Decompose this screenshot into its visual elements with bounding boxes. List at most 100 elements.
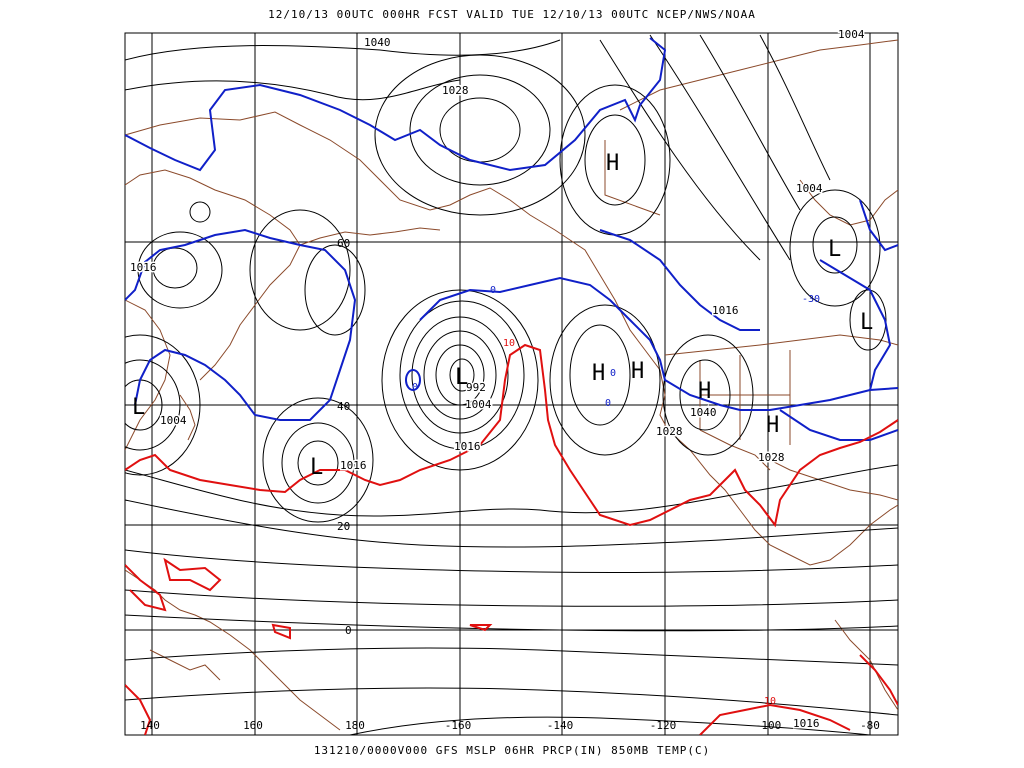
isobar-label: 1040 <box>364 36 391 49</box>
temp-contour-0 <box>405 369 421 391</box>
isobar-ring <box>189 201 211 223</box>
coastline-asia <box>125 299 171 451</box>
latitude-labels: 60 40 20 0 <box>337 237 352 637</box>
isobar-ring <box>399 300 525 450</box>
isobar-ring <box>549 304 661 456</box>
isobar-label: 1028 <box>656 425 683 438</box>
temp-contour-10 <box>125 343 898 528</box>
isobar-line <box>125 464 898 517</box>
high-pressure-center: H <box>766 413 779 438</box>
isobar-label: 1016 <box>340 459 367 472</box>
border-us-mexico <box>699 429 771 471</box>
temperature-ten-contour <box>125 343 898 735</box>
high-pressure-center: H <box>698 379 711 404</box>
high-pressure-center: H <box>606 151 619 176</box>
low-pressure-center: L <box>455 365 468 390</box>
isobar-line <box>125 499 898 548</box>
high-pressure-center: H <box>631 359 644 384</box>
temp-label-zero: 0 <box>490 285 496 296</box>
isobar-ring <box>304 244 366 336</box>
isobar-ring <box>812 216 858 274</box>
temp-contour-10 <box>125 684 152 735</box>
temp-contour-neg30 <box>859 199 898 252</box>
pressure-centers: L L L H H H H H L L <box>132 151 873 480</box>
isobar-label: 1004 <box>796 182 823 195</box>
border-alaska-canada <box>604 140 661 216</box>
coastline-japan <box>179 394 196 441</box>
isobar-ring <box>297 440 339 486</box>
isobar-labels: 1040 1028 1004 1016 1004 1016 1016 1004 … <box>129 27 867 732</box>
isobar-ring <box>125 334 201 476</box>
isobar-ring <box>249 209 351 331</box>
isobar-label: 1004 <box>160 414 187 427</box>
isobar-line <box>125 39 561 61</box>
temp-contour-0 <box>419 276 898 411</box>
temp-contour-0 <box>125 37 667 172</box>
isobar-ring <box>449 358 475 392</box>
temp-contour-10 <box>271 623 291 640</box>
temperature-zero-contour <box>125 37 898 441</box>
isobar-label: 1004 <box>465 398 492 411</box>
isobar-ring <box>152 247 198 289</box>
isobar-line <box>125 79 461 101</box>
isobar-label: 1016 <box>793 717 820 730</box>
lat-label-60: 60 <box>337 237 350 250</box>
isobar-ring <box>435 344 485 406</box>
isobar-ring <box>584 114 646 206</box>
coastlines <box>125 39 898 731</box>
isobar-line <box>125 647 898 666</box>
isobar-label: 1004 <box>838 28 865 41</box>
lon-label-m120: -120 <box>650 719 677 732</box>
temp-contour-0 <box>779 409 898 441</box>
isobar-ring <box>679 359 731 431</box>
lon-label-m80: -80 <box>860 719 880 732</box>
isobar-ring <box>662 334 754 456</box>
coastline-aleutians <box>299 227 441 246</box>
isobar-label: 1028 <box>758 451 785 464</box>
coastline-gulf <box>759 454 898 501</box>
lon-label-140: 140 <box>140 719 160 732</box>
low-pressure-center: L <box>828 237 841 262</box>
isobar-line <box>599 39 761 261</box>
isobar-ring <box>137 231 223 309</box>
temp-contour-0 <box>125 228 357 421</box>
coastline-south-america <box>834 619 898 711</box>
isobar-ring <box>381 289 539 471</box>
isobar-line <box>125 549 898 574</box>
temp-contour-0 <box>599 229 760 331</box>
isobar-ring <box>439 97 521 163</box>
coastline-arctic <box>619 39 898 111</box>
low-pressure-center: L <box>132 395 145 420</box>
temp-label-zero: 0 <box>412 382 418 393</box>
temp-contour-neg30 <box>819 259 892 391</box>
temperature-labels: 0 0 0 0 10 -30 10 <box>412 285 820 707</box>
temp-label-ten: 10 <box>503 338 515 349</box>
isobar-line <box>125 589 898 607</box>
lon-label-160: 160 <box>243 719 263 732</box>
temp-contour-10 <box>125 564 167 612</box>
temp-label-zero: 0 <box>605 398 611 409</box>
isobar-label: 1016 <box>454 440 481 453</box>
isobar-ring <box>262 397 374 523</box>
lat-label-40: 40 <box>337 400 350 413</box>
coastline-new-guinea <box>149 649 221 681</box>
high-pressure-center: H <box>592 361 605 386</box>
isobar-ring <box>281 422 355 504</box>
border-us-canada <box>664 334 898 356</box>
map-caption: 131210/0000V000 GFS MSLP 06HR PRCP(IN) 8… <box>313 744 711 757</box>
isobar-line <box>699 34 801 211</box>
temp-contour-10 <box>163 557 222 592</box>
map-title: 12/10/13 00UTC 000HR FCST VALID TUE 12/1… <box>268 8 756 21</box>
lat-label-20: 20 <box>337 520 350 533</box>
lon-label-m160: -160 <box>445 719 472 732</box>
isobar-line <box>649 34 791 261</box>
map-frame <box>124 32 899 736</box>
isobar-ring <box>569 324 631 426</box>
temp-contour-10 <box>859 654 898 706</box>
low-pressure-center: L <box>310 455 323 480</box>
isobar-ring <box>409 74 551 186</box>
isobar-label: 1016 <box>130 261 157 274</box>
coastline-north-america <box>125 111 898 566</box>
temp-label-zero: 0 <box>610 368 616 379</box>
